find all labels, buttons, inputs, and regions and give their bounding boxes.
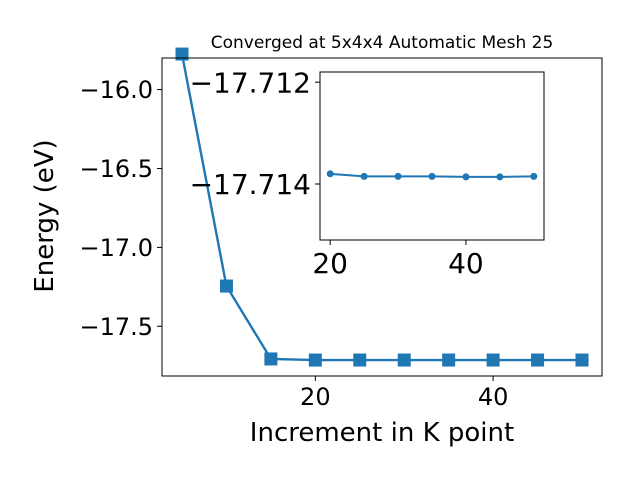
main-series — [175, 47, 589, 367]
chart-title: Converged at 5x4x4 Automatic Mesh 25 — [211, 33, 554, 53]
x-axis-label: Increment in K point — [250, 418, 514, 448]
x-tick-label: 20 — [312, 247, 348, 280]
data-point — [496, 173, 504, 181]
y-tick-label: −16.5 — [79, 155, 153, 183]
y-tick-label: −17.712 — [190, 66, 311, 99]
y-axis-label: Energy (eV) — [30, 139, 60, 292]
inset-series — [326, 170, 538, 181]
data-point — [530, 172, 538, 180]
data-point — [442, 353, 456, 367]
main-plot: Converged at 5x4x4 Automatic Mesh 25 Inc… — [30, 33, 603, 448]
data-point — [397, 353, 411, 367]
data-point — [428, 172, 436, 180]
data-point — [486, 353, 500, 367]
inset-axis-ticks: 20 40 −17.714 −17.712 — [190, 66, 484, 280]
x-tick-label: 40 — [478, 383, 509, 411]
data-point — [308, 353, 322, 367]
data-point — [219, 279, 233, 293]
y-tick-label: −17.714 — [190, 168, 311, 201]
data-point — [326, 170, 334, 178]
x-tick-label: 40 — [448, 247, 484, 280]
y-tick-label: −16.0 — [79, 76, 153, 104]
data-point — [175, 47, 189, 61]
main-plot-frame — [161, 57, 603, 377]
x-tick-label: 20 — [300, 383, 331, 411]
inset-plot: 20 40 −17.714 −17.712 — [190, 66, 545, 280]
data-point — [575, 353, 589, 367]
main-axis-ticks: 20 40 −17.5 −17.0 −16.5 −16.0 — [79, 76, 508, 411]
inset-plot-frame — [319, 71, 545, 241]
data-point — [531, 353, 545, 367]
data-point — [264, 352, 278, 366]
y-tick-label: −17.0 — [79, 234, 153, 262]
y-tick-label: −17.5 — [79, 313, 153, 341]
data-point — [353, 353, 367, 367]
inset-background — [320, 72, 544, 240]
data-point — [462, 173, 470, 181]
data-point — [394, 172, 402, 180]
series-line — [180, 53, 582, 362]
data-point — [360, 172, 368, 180]
